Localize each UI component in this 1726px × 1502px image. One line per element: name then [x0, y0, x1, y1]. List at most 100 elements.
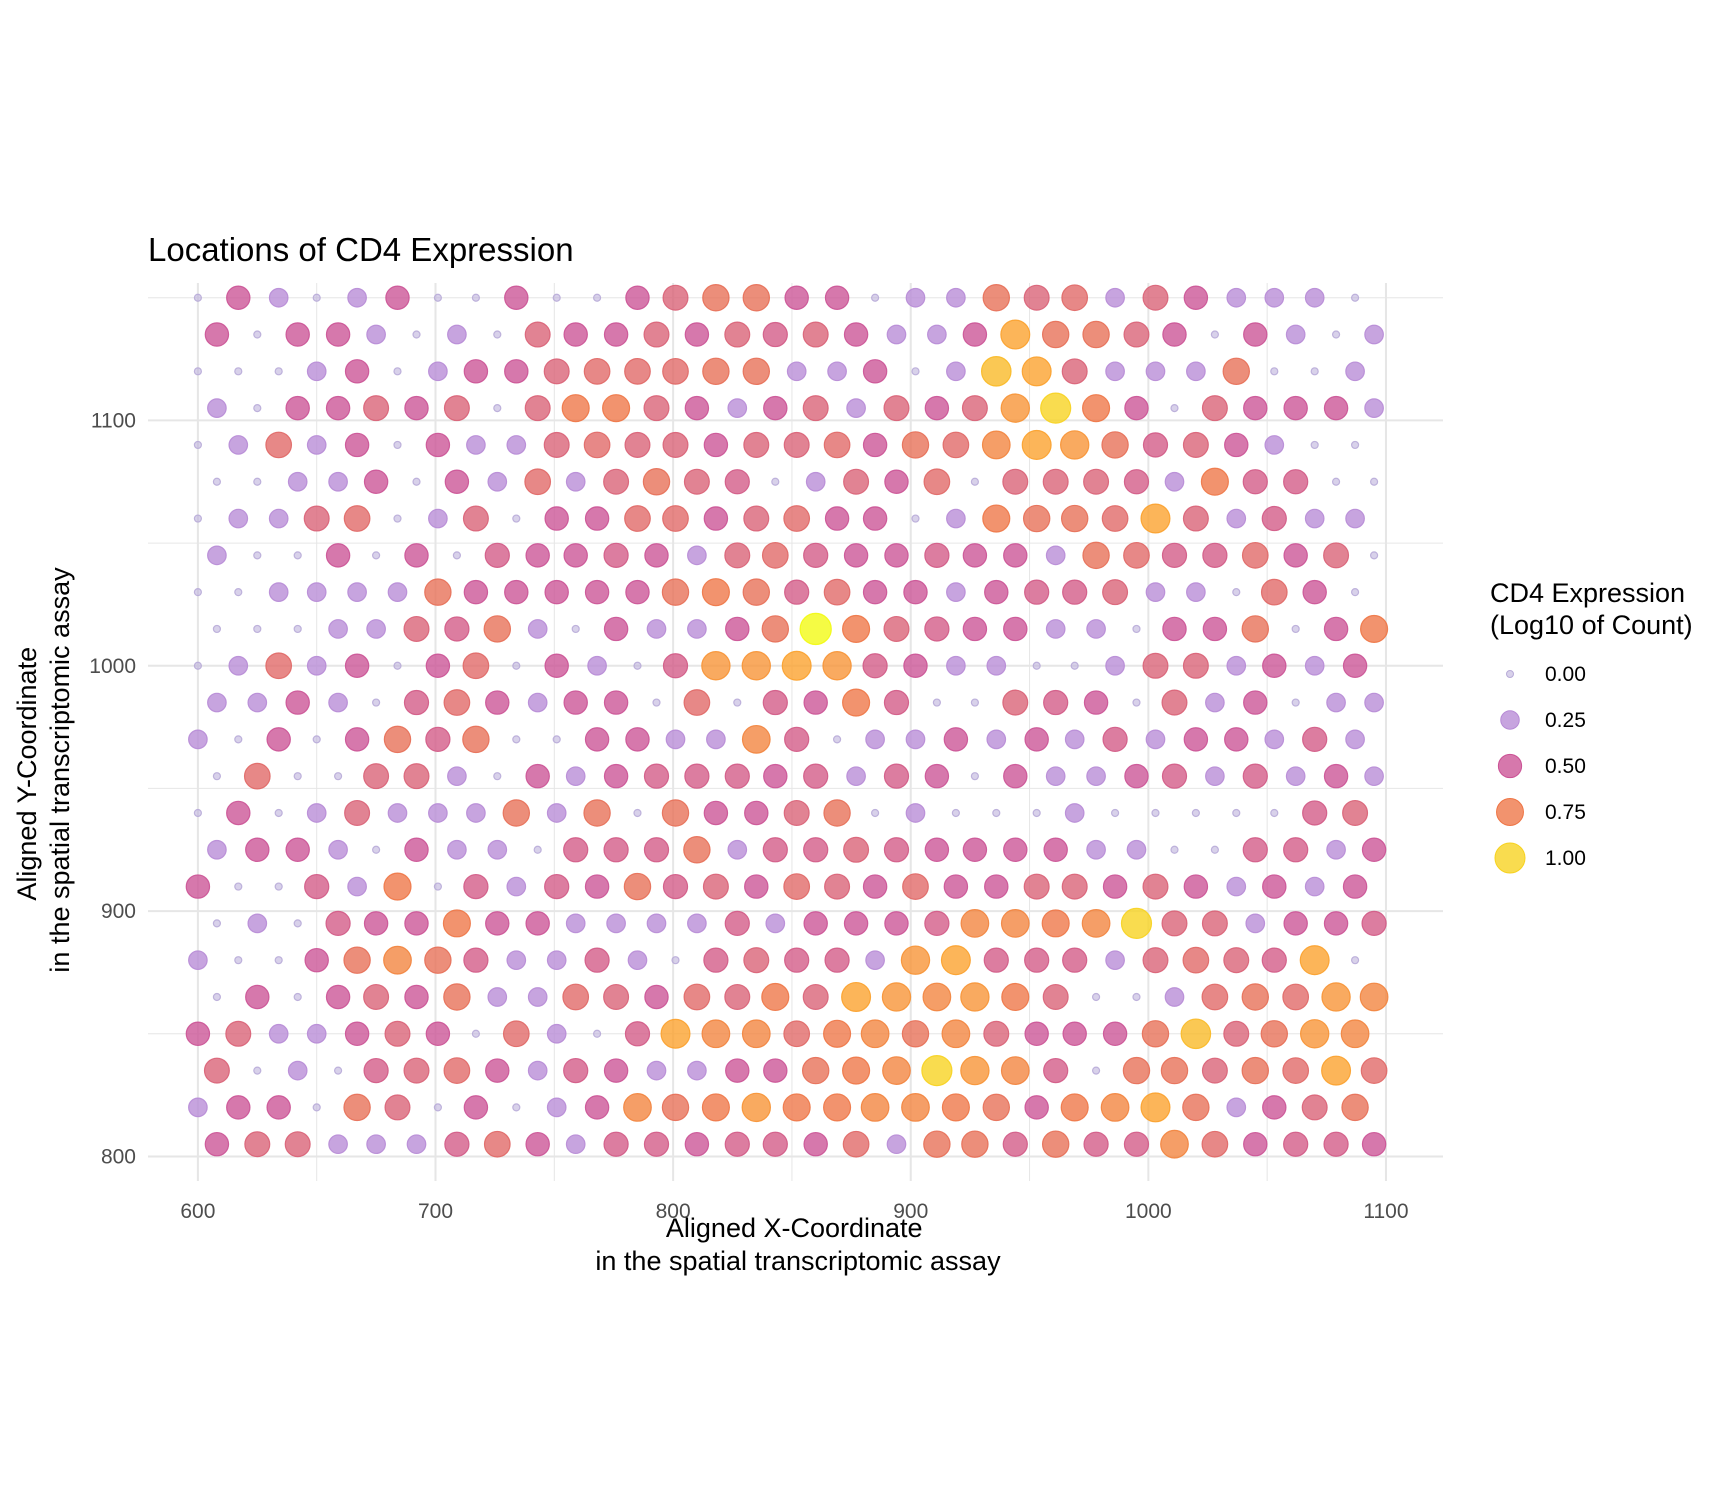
data-point [960, 982, 990, 1012]
data-point [583, 431, 611, 459]
data-point [193, 440, 202, 450]
data-point [1061, 873, 1088, 900]
data-point [603, 616, 629, 642]
data-point [1226, 876, 1247, 897]
data-point [325, 543, 351, 568]
data-point [347, 876, 367, 897]
data-point [1285, 324, 1306, 345]
legend-entries: 0.00 0.25 0.50 0.75 1.00 [1494, 663, 1586, 874]
data-point [842, 1130, 870, 1158]
data-point [724, 983, 751, 1010]
data-point [1041, 320, 1070, 349]
data-point [363, 983, 390, 1010]
data-point [1226, 287, 1247, 308]
data-point [1331, 330, 1341, 339]
data-point [204, 322, 230, 347]
data-point [1261, 947, 1287, 973]
data-point [333, 1066, 343, 1075]
x-tick-label: 600 [180, 1200, 215, 1223]
data-point [961, 1130, 989, 1158]
data-point [527, 692, 548, 713]
data-point [1000, 393, 1030, 423]
y-tick-label: 1100 [91, 409, 136, 432]
data-point [493, 404, 502, 413]
data-point [981, 430, 1011, 460]
data-point [1241, 1056, 1270, 1085]
data-point [247, 913, 268, 934]
data-point [1102, 874, 1128, 899]
data-point [724, 763, 750, 789]
data-point [333, 772, 343, 781]
data-point [1302, 579, 1327, 605]
data-point [1023, 284, 1050, 311]
data-point [1340, 1019, 1370, 1049]
data-point [447, 839, 467, 860]
data-point [823, 1093, 852, 1122]
data-point [742, 578, 771, 606]
data-point [983, 947, 1009, 973]
data-point [207, 398, 227, 418]
data-point [1270, 808, 1279, 818]
data-point [1120, 907, 1153, 939]
data-point [325, 984, 351, 1010]
data-point [584, 874, 610, 899]
data-point [1064, 803, 1085, 823]
data-point [447, 324, 467, 345]
data-point [824, 506, 850, 531]
data-point [1302, 726, 1328, 752]
data-point [701, 651, 731, 681]
data-point [493, 772, 502, 781]
data-point [843, 836, 870, 863]
data-point [1350, 588, 1360, 597]
data-point [962, 837, 988, 863]
data-point [1360, 1057, 1388, 1084]
data-point [843, 322, 869, 347]
x-tick-label: 700 [418, 1200, 453, 1223]
data-point [932, 698, 941, 707]
data-point [524, 468, 552, 496]
data-point [603, 1058, 629, 1083]
data-point [428, 803, 448, 823]
data-point [193, 661, 202, 670]
data-point [905, 729, 926, 750]
data-point [592, 1029, 602, 1038]
data-point [823, 578, 851, 606]
data-point [865, 950, 885, 971]
data-point [763, 763, 788, 789]
x-tick-label: 800 [656, 1200, 691, 1223]
data-point [1350, 956, 1360, 965]
data-point [1364, 766, 1384, 787]
legend-label: 0.00 [1545, 663, 1586, 686]
data-point [546, 803, 567, 823]
data-point [1024, 1095, 1049, 1120]
data-point [228, 508, 249, 529]
data-point [946, 287, 966, 308]
data-point [285, 837, 310, 863]
data-point [452, 551, 461, 560]
data-point [268, 287, 289, 308]
data-point [328, 1134, 348, 1155]
data-point [1323, 763, 1349, 789]
data-point [683, 689, 711, 716]
data-point [783, 1020, 811, 1048]
data-point [524, 321, 551, 348]
data-point [363, 763, 390, 790]
x-tick-label: 1100 [1363, 1200, 1408, 1223]
legend-swatch [1500, 710, 1520, 730]
data-point [293, 772, 302, 781]
data-point [234, 956, 243, 965]
data-point [1024, 579, 1050, 605]
data-point [583, 357, 611, 385]
data-point [1064, 729, 1085, 750]
data-point [412, 477, 421, 486]
data-point [661, 1093, 690, 1122]
data-point [1261, 505, 1287, 532]
data-point [253, 624, 262, 634]
data-point [1086, 839, 1106, 860]
data-point [627, 950, 648, 971]
data-point [883, 837, 910, 863]
data-point [824, 947, 850, 973]
data-point [842, 688, 871, 717]
data-point [687, 619, 707, 639]
data-point [466, 435, 486, 455]
